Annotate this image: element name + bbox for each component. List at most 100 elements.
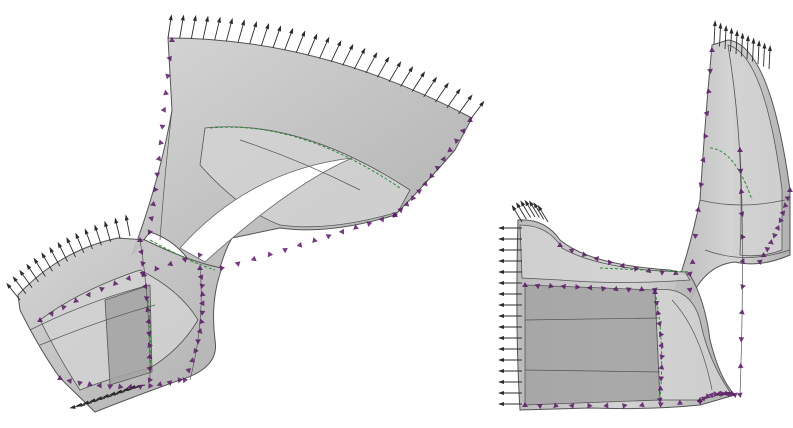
triangle-marker-icon (403, 201, 410, 207)
triangle-marker-icon (199, 310, 206, 316)
triangle-marker-icon (548, 282, 554, 289)
triangle-marker-icon (587, 402, 593, 409)
triangle-marker-icon (700, 396, 707, 402)
triangle-marker-icon (692, 233, 699, 240)
triangle-marker-icon (658, 364, 665, 370)
triangle-marker-icon (112, 280, 119, 286)
triangle-marker-icon (715, 390, 722, 397)
arrow-up-icon (740, 32, 745, 39)
triangle-marker-icon (145, 318, 151, 325)
triangle-marker-icon (143, 296, 150, 302)
arrow-up-icon (498, 314, 504, 318)
arrow-up-icon (372, 51, 378, 59)
triangle-marker-icon (85, 291, 91, 298)
triangle-marker-icon (139, 271, 146, 277)
arrow-up-icon (498, 336, 504, 340)
triangle-marker-icon (736, 392, 743, 398)
arrow-up-icon (6, 282, 12, 289)
arrow-up-icon (95, 396, 103, 401)
triangle-marker-icon (656, 397, 663, 403)
triangle-marker-icon (593, 256, 599, 262)
arrow-up-icon (734, 30, 739, 37)
arrow-up-icon (124, 214, 129, 221)
arrow-up-icon (751, 37, 756, 44)
arrow-up-icon (524, 199, 530, 207)
arrow-up-icon (723, 25, 728, 32)
arrow-up-icon (204, 15, 209, 22)
triangle-marker-icon (158, 139, 165, 146)
triangle-marker-icon (282, 247, 288, 254)
arrow-up-icon (12, 276, 18, 283)
arrow-up-icon (360, 47, 366, 54)
arrow-up-icon (265, 23, 269, 30)
triangle-marker-icon (581, 251, 588, 258)
arrow-up-icon (498, 259, 504, 263)
triangle-marker-icon (764, 247, 771, 253)
arrow-up-icon (467, 94, 473, 101)
triangle-marker-icon (705, 393, 711, 399)
triangle-marker-icon (182, 377, 188, 384)
triangle-marker-icon (697, 397, 703, 402)
triangle-marker-icon (738, 211, 745, 217)
triangle-marker-icon (522, 282, 528, 287)
arrow-up-icon (498, 270, 504, 274)
triangle-marker-icon (707, 68, 713, 74)
arrow-up-icon (84, 228, 89, 235)
triangle-marker-icon (199, 318, 205, 325)
triangle-marker-icon (159, 124, 166, 130)
arrow-up-icon (455, 88, 461, 95)
triangle-marker-icon (725, 391, 732, 398)
triangle-marker-icon (686, 271, 693, 277)
triangle-marker-icon (434, 165, 441, 172)
triangle-marker-icon (147, 229, 153, 236)
arrow-up-icon (19, 269, 25, 276)
triangle-marker-icon (677, 399, 683, 405)
triangle-marker-icon (568, 248, 575, 254)
left-constraint-markers (37, 37, 473, 391)
arrow-up-icon (498, 369, 504, 373)
arrow-up-icon (75, 402, 83, 407)
triangle-marker-icon (325, 234, 332, 240)
triangle-marker-icon (177, 377, 183, 384)
arrow-up-icon (337, 40, 342, 47)
triangle-marker-icon (87, 380, 93, 387)
arrow-up-icon (41, 252, 47, 259)
triangle-marker-icon (672, 269, 679, 276)
triangle-marker-icon (96, 382, 102, 389)
arrow-up-icon (114, 217, 119, 224)
triangle-marker-icon (148, 216, 154, 222)
arrow-up-icon (529, 200, 534, 207)
triangle-marker-icon (338, 228, 345, 235)
triangle-marker-icon (621, 403, 628, 409)
triangle-marker-icon (150, 200, 156, 207)
triangle-marker-icon (738, 188, 745, 195)
triangle-marker-icon (739, 258, 745, 265)
arrow-up-icon (115, 389, 123, 394)
arrow-up-icon (348, 43, 354, 51)
arrow-up-icon (396, 61, 402, 68)
triangle-marker-icon (185, 368, 192, 374)
arrow-up-icon (325, 36, 330, 43)
triangle-marker-icon (66, 378, 72, 385)
triangle-marker-icon (37, 317, 43, 322)
triangle-marker-icon (429, 172, 435, 179)
triangle-marker-icon (645, 267, 652, 274)
triangle-marker-icon (703, 110, 710, 117)
triangle-marker-icon (153, 186, 159, 193)
arrow-up-icon (301, 30, 306, 37)
triangle-marker-icon (167, 260, 174, 267)
triangle-marker-icon (638, 401, 645, 408)
arrow-up-icon (537, 204, 543, 212)
arrow-up-icon (57, 241, 63, 249)
triangle-marker-icon (312, 237, 318, 243)
triangle-marker-icon (708, 392, 714, 399)
arrow-up-icon (745, 35, 750, 42)
triangle-marker-icon (156, 381, 163, 387)
arrow-up-icon (762, 42, 767, 49)
triangle-marker-icon (557, 242, 563, 247)
triangle-marker-icon (738, 309, 745, 315)
triangle-marker-icon (706, 88, 712, 94)
arrow-up-icon (217, 16, 221, 23)
triangle-marker-icon (784, 196, 791, 202)
